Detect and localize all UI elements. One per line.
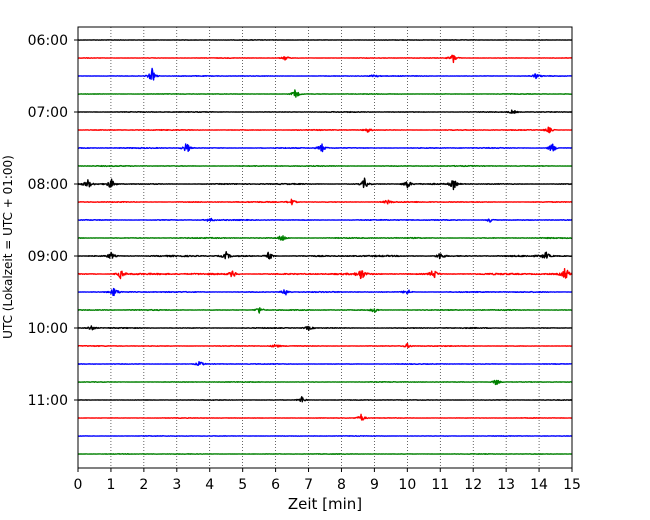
x-tick-label: 0 bbox=[74, 477, 83, 493]
trace-07:45 bbox=[77, 164, 573, 168]
y-axis-ticks: 06:00 07:00 08:00 09:00 10:00 11:00 bbox=[28, 33, 78, 409]
trace-10:45 bbox=[77, 379, 573, 386]
trace-09:30 bbox=[77, 287, 573, 297]
y-axis-label: UTC (Lokalzeit = UTC + 01:00) bbox=[1, 155, 15, 339]
plot-frame bbox=[77, 26, 573, 469]
x-tick-label: 5 bbox=[238, 477, 247, 493]
trace-06:15 bbox=[77, 54, 573, 64]
x-tick-label: 9 bbox=[370, 477, 379, 493]
x-tick-label: 6 bbox=[271, 477, 280, 493]
seismic-traces bbox=[77, 39, 573, 455]
x-tick-label: 7 bbox=[304, 477, 313, 493]
trace-09:00 bbox=[77, 251, 573, 260]
y-tick-label: 09:00 bbox=[28, 249, 68, 265]
trace-08:15 bbox=[77, 198, 573, 206]
y-tick-label: 07:00 bbox=[28, 105, 68, 121]
x-tick-label: 8 bbox=[337, 477, 346, 493]
trace-07:30 bbox=[77, 143, 573, 153]
trace-11:45 bbox=[77, 453, 573, 455]
trace-08:30 bbox=[77, 217, 573, 223]
x-tick-label: 11 bbox=[431, 477, 449, 493]
x-axis-ticks: 0 1 2 3 4 5 6 7 8 9 10 11 12 13 14 15 bbox=[74, 468, 581, 493]
trace-09:15 bbox=[77, 267, 573, 280]
trace-07:00 bbox=[77, 109, 573, 114]
trace-10:30 bbox=[77, 360, 573, 367]
x-axis-label: Zeit [min] bbox=[288, 495, 362, 513]
x-tick-label: 2 bbox=[139, 477, 148, 493]
x-tick-label: 13 bbox=[497, 477, 515, 493]
trace-07:15 bbox=[77, 126, 573, 134]
trace-06:45 bbox=[77, 89, 573, 98]
y-tick-label: 10:00 bbox=[28, 321, 68, 337]
x-tick-label: 15 bbox=[563, 477, 581, 493]
trace-09:45 bbox=[77, 307, 573, 314]
x-tick-label: 12 bbox=[464, 477, 482, 493]
x-tick-label: 1 bbox=[106, 477, 115, 493]
trace-06:30 bbox=[77, 67, 573, 81]
trace-11:00 bbox=[77, 396, 573, 403]
y-tick-label: 08:00 bbox=[28, 177, 68, 193]
trace-11:15 bbox=[77, 413, 573, 421]
x-tick-label: 14 bbox=[530, 477, 548, 493]
x-tick-label: 10 bbox=[398, 477, 416, 493]
trace-08:45 bbox=[77, 235, 573, 241]
y-tick-label: 06:00 bbox=[28, 33, 68, 49]
x-tick-label: 3 bbox=[172, 477, 181, 493]
trace-11:30 bbox=[77, 435, 573, 437]
trace-10:15 bbox=[77, 342, 573, 349]
x-tick-label: 4 bbox=[205, 477, 214, 493]
y-tick-label: 11:00 bbox=[28, 393, 68, 409]
trace-08:00 bbox=[77, 177, 573, 191]
vertical-grid-lines bbox=[110, 27, 540, 468]
trace-10:00 bbox=[77, 325, 573, 332]
